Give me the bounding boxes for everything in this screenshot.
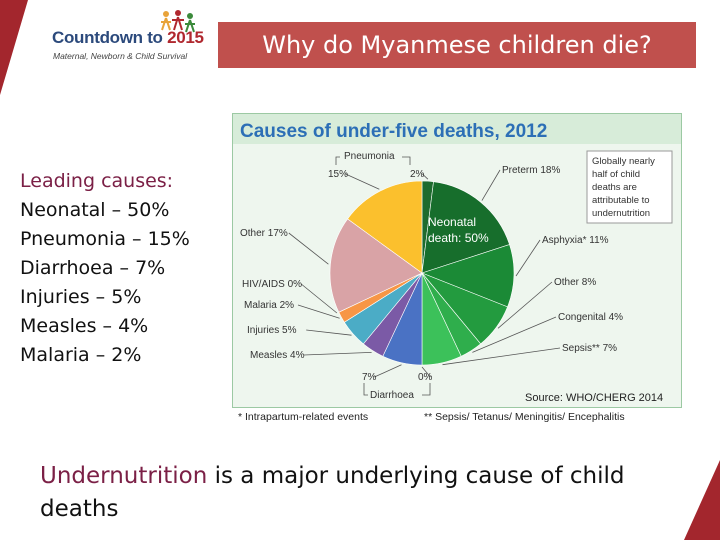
cause-item: Diarrhoea – 7% <box>20 257 166 279</box>
footnote-sepsis: ** Sepsis/ Tetanus/ Meningitis/ Encephal… <box>424 411 625 423</box>
undernutrition-highlight: Undernutrition <box>40 463 208 489</box>
cause-item: Pneumonia – 15% <box>20 228 190 250</box>
slice-label-pneumonia-neonatal: 2% <box>410 169 425 180</box>
logo-wordmark: Countdown to 2015 <box>52 28 204 47</box>
slice-label-injuries: Injuries 5% <box>247 325 297 336</box>
group-label-diarrhoea: Diarrhoea <box>370 390 414 401</box>
undernutrition-statement: Undernutrition is a major underlying cau… <box>40 460 660 526</box>
slice-label-diarrhoea: 7% <box>362 372 377 383</box>
slice-label-other-neonatal: Other 8% <box>554 277 596 288</box>
leader-line <box>297 304 340 319</box>
cause-item: Malaria – 2% <box>20 344 142 366</box>
pie-slice-pneumonia <box>347 180 423 274</box>
slice-label-other: Other 17% <box>240 228 288 239</box>
slice-label-preterm: Preterm 18% <box>502 165 560 176</box>
leader-line <box>442 347 561 366</box>
slice-label-congenital: Congenital 4% <box>558 312 623 323</box>
center-label-line-1: Neonatal <box>428 215 476 229</box>
leader-line <box>374 364 402 378</box>
leader-line <box>421 366 431 378</box>
pneumonia-bracket <box>335 156 411 165</box>
note-line: undernutrition <box>592 208 650 219</box>
slice-label-hiv-aids: HIV/AIDS 0% <box>242 279 302 290</box>
leader-line <box>300 283 338 314</box>
slide-title: Why do Myanmese children die? <box>262 31 652 59</box>
center-label-line-2: death: 50% <box>428 231 489 245</box>
cause-item: Measles – 4% <box>20 315 149 337</box>
leader-line <box>481 169 501 201</box>
slice-label-sepsis: Sepsis** 7% <box>562 343 617 354</box>
slice-label-diarrhoea-neonatal: 0% <box>418 372 433 383</box>
corner-decoration-bottom-right <box>684 460 720 540</box>
note-line: Globally nearly <box>592 156 655 167</box>
pie-slice-preterm <box>421 181 510 274</box>
cause-item: Neonatal – 50% <box>20 199 170 221</box>
diarrhoea-bracket <box>363 383 431 396</box>
leader-line <box>306 329 352 336</box>
group-label-pneumonia: Pneumonia <box>344 151 395 162</box>
slide-title-bar: Why do Myanmese children die? <box>218 22 696 68</box>
pie-slice-other <box>329 218 423 313</box>
leader-line <box>497 281 553 329</box>
leader-line <box>472 316 557 353</box>
footnote-intrapartum: * Intrapartum-related events <box>238 411 369 423</box>
slice-label-measles: Measles 4% <box>250 350 305 361</box>
logo-tagline: Maternal, Newborn & Child Survival <box>53 51 188 61</box>
countdown-logo: Countdown to 2015 Maternal, Newborn & Ch… <box>52 10 212 65</box>
note-line: half of child <box>592 169 640 180</box>
leader-line <box>515 239 541 277</box>
pie-chart: Causes of under-five deaths, 2012 2% Pret… <box>232 113 682 408</box>
chart-title-band <box>233 114 681 144</box>
slice-label-malaria: Malaria 2% <box>244 300 294 311</box>
slice-label-pneumonia: 15% <box>328 169 348 180</box>
note-box <box>586 150 673 224</box>
leader-line <box>303 352 372 356</box>
leader-line <box>345 173 380 190</box>
chart-title: Causes of under-five deaths, 2012 <box>240 121 547 142</box>
leader-line <box>288 232 329 265</box>
chart-source: Source: WHO/CHERG 2014 <box>525 392 663 404</box>
undernutrition-rest: is a major underlying cause of child dea… <box>40 463 625 522</box>
people-figures-icon <box>161 10 195 33</box>
leading-causes-heading: Leading causes: <box>20 170 174 192</box>
note-line: deaths are <box>592 182 637 193</box>
leading-causes-list: Leading causes: Neonatal – 50% Pneumonia… <box>20 167 190 370</box>
slice-label-asphyxia: Asphyxia* 11% <box>542 235 609 246</box>
cause-item: Injuries – 5% <box>20 286 142 308</box>
corner-decoration-top-left <box>0 0 28 95</box>
pie-chart-panel: Causes of under-five deaths, 2012 2% Pret… <box>232 113 682 408</box>
leader-line <box>422 173 429 180</box>
note-line: attributable to <box>592 195 650 206</box>
